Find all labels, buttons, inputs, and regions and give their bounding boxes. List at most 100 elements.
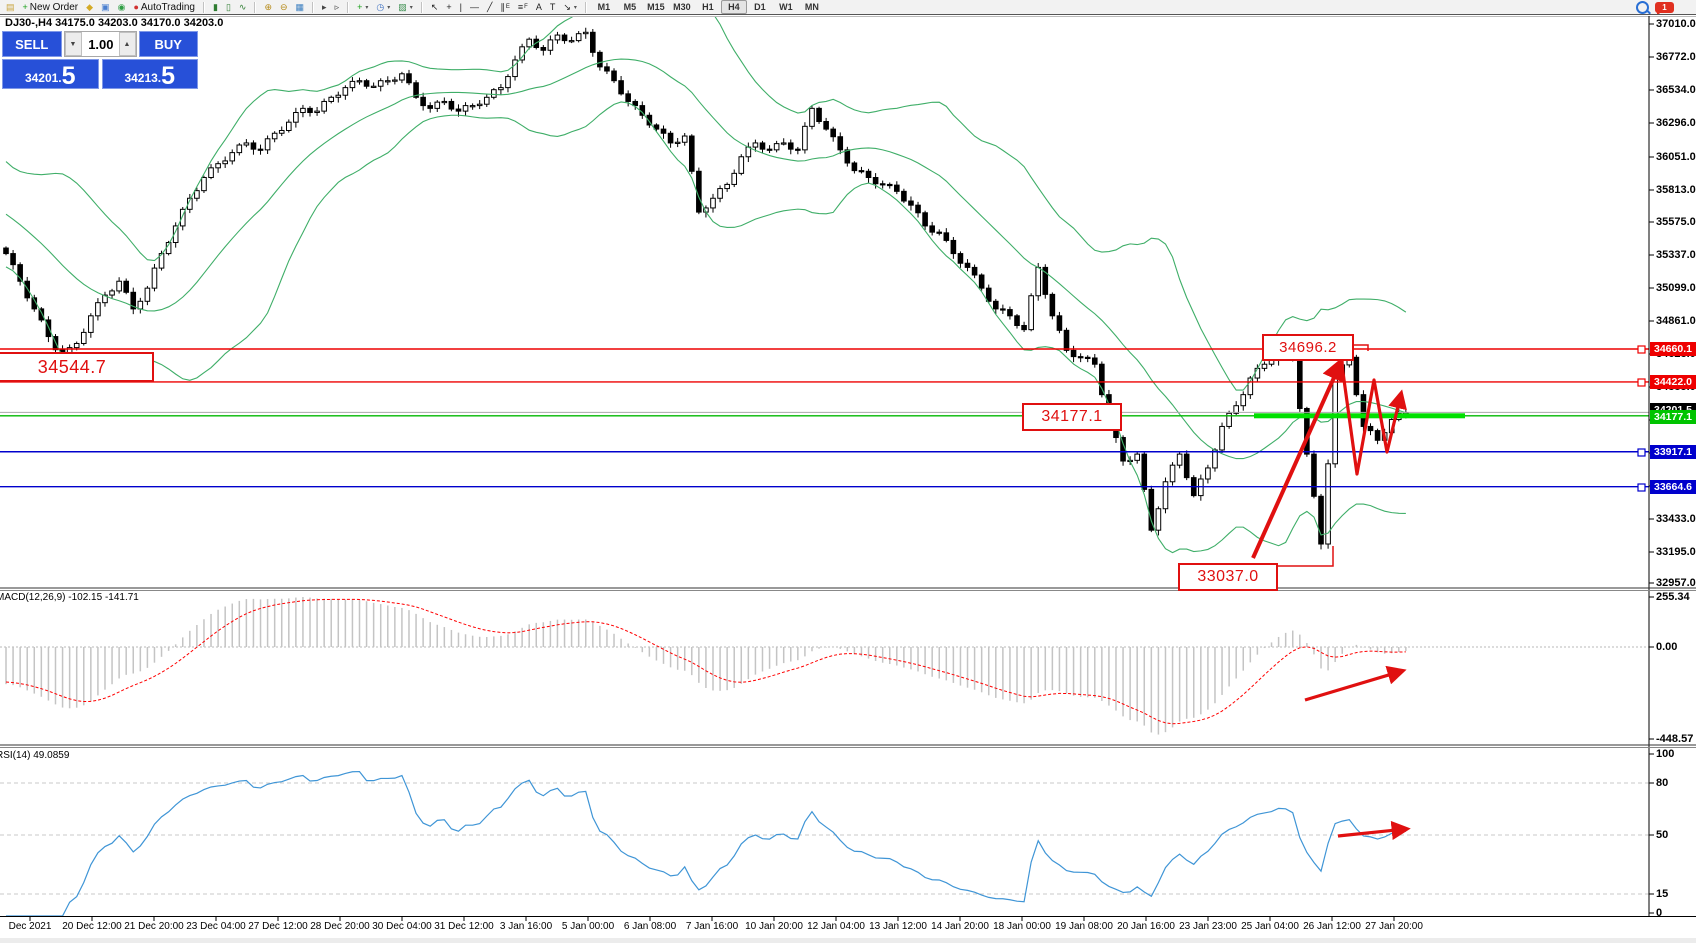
- axis-tick-label: 35099.0: [1656, 282, 1696, 294]
- arrows-icon[interactable]: ↘ ▾: [559, 0, 581, 14]
- time-axis-label: 25 Jan 04:00: [1241, 921, 1299, 932]
- time-axis-label: 3 Jan 16:00: [499, 921, 553, 932]
- time-axis-label: 5 Jan 00:00: [561, 921, 615, 932]
- price-callout[interactable]: 34544.7: [0, 352, 154, 382]
- period-menu-icon-caret[interactable]: ▾: [387, 4, 391, 11]
- candlestick-icon[interactable]: ▯: [222, 0, 235, 14]
- timeframe-button-w1[interactable]: W1: [779, 2, 793, 12]
- new-order-button[interactable]: + New Order: [19, 0, 83, 14]
- zoom-in-icon[interactable]: ⊕: [260, 0, 276, 14]
- toolbar-separator: [420, 1, 423, 13]
- time-axis-label: 10 Jan 20:00: [745, 921, 803, 932]
- axis-tick-label: 100: [1656, 748, 1675, 760]
- timeframe-button-h1[interactable]: H1: [702, 2, 714, 12]
- buy-button[interactable]: BUY: [138, 31, 198, 57]
- timeframe-button-m5[interactable]: M5: [623, 2, 637, 12]
- autotrading-button: ●: [133, 1, 139, 12]
- notification-badge[interactable]: 1: [1655, 1, 1674, 14]
- line-chart-icon[interactable]: ∿: [235, 0, 251, 14]
- horizontal-line-icon: ―: [469, 1, 479, 12]
- fibonacci-icon: ≡: [517, 1, 524, 12]
- toolbar: ▤ + New Order ◆ ▣ ◉ ● AutoTrading ▮ ▯ ∿ ⊕ ⊖ ▦ ▸ ▹ + ▾ ◷ ▾ ▨ ▾…: [0, 0, 1696, 14]
- time-axis-label: 23 Jan 23:00: [1179, 921, 1237, 932]
- template-icon[interactable]: ▨ ▾: [394, 0, 417, 14]
- time-axis-label: Dec 2021: [8, 921, 52, 932]
- timeframe-button-m30[interactable]: M30: [673, 2, 691, 12]
- tile-windows-icon[interactable]: ▦: [292, 0, 309, 14]
- buy-price-main: 34213.: [124, 71, 162, 85]
- time-axis-label: 20 Jan 16:00: [1117, 921, 1175, 932]
- trend-arrow-up[interactable]: [1251, 356, 1345, 559]
- channel-icon: ∥: [500, 1, 505, 12]
- time-axis-label: 14 Jan 20:00: [931, 921, 989, 932]
- toolbar-group-chart-type: ▮ ▯ ∿: [207, 0, 252, 14]
- terminal-icon[interactable]: ▣: [97, 0, 114, 14]
- axis-tick-label: 50: [1656, 829, 1669, 841]
- fibonacci-icon[interactable]: ≡ F: [514, 0, 532, 14]
- channel-icon[interactable]: ∥ E: [496, 0, 514, 14]
- sell-price[interactable]: 34201. 5: [2, 59, 99, 89]
- period-menu-icon: ◷: [376, 1, 385, 12]
- sell-price-pip: 5: [61, 61, 76, 90]
- axis-tick-label: 36534.0: [1656, 84, 1696, 96]
- toolbar-separator: [584, 1, 587, 13]
- window-resize-strip: [0, 938, 1696, 943]
- vertical-line-icon[interactable]: |: [456, 0, 466, 14]
- timeframe-button-d1[interactable]: D1: [754, 2, 766, 12]
- macd-arrow[interactable]: [1304, 665, 1407, 702]
- label-icon[interactable]: T: [546, 0, 560, 14]
- auto-scroll-icon[interactable]: ▸: [318, 0, 331, 14]
- axis-tick-label: 36051.0: [1656, 151, 1696, 163]
- axis-tick-label: 80: [1656, 777, 1669, 789]
- price-callout[interactable]: 34177.1: [1022, 403, 1122, 431]
- chart-title: DJ30-,H4 34175.0 34203.0 34170.0 34203.0: [5, 17, 224, 29]
- timeframe-button-m1[interactable]: M1: [597, 2, 611, 12]
- time-axis-label: 7 Jan 16:00: [685, 921, 739, 932]
- time-axis-label: 27 Jan 20:00: [1365, 921, 1423, 932]
- new-chart-icon[interactable]: ▤: [2, 0, 19, 14]
- toolbar-group-zoom: ⊕ ⊖ ▦: [258, 0, 310, 14]
- add-indicator-icon-caret[interactable]: ▾: [365, 4, 369, 11]
- crosshair-icon[interactable]: +: [442, 0, 455, 14]
- chart-shift-icon[interactable]: ▹: [331, 0, 344, 14]
- price-tag: 34177.1: [1650, 410, 1696, 424]
- volume-decrease-button[interactable]: ▼: [64, 32, 82, 56]
- timeframe-button-m15[interactable]: M15: [647, 2, 665, 12]
- axis-tick-label: 255.34: [1656, 591, 1690, 603]
- fibonacci-icon-sub: F: [524, 4, 528, 10]
- time-axis-label: 31 Dec 12:00: [434, 921, 494, 932]
- price-callout[interactable]: 34696.2: [1262, 334, 1354, 361]
- zoom-out-icon[interactable]: ⊖: [276, 0, 292, 14]
- axis-tick-label: 37010.0: [1656, 18, 1696, 30]
- template-icon-caret[interactable]: ▾: [409, 4, 413, 11]
- arrows-icon-caret[interactable]: ▾: [573, 4, 577, 11]
- timeframe-button-h4[interactable]: H4: [720, 0, 747, 14]
- trendline-icon[interactable]: ╱: [483, 0, 496, 14]
- axis-tick-label: 15: [1656, 888, 1669, 900]
- volume-increase-button[interactable]: ▲: [118, 32, 136, 56]
- search-icon[interactable]: [1636, 0, 1649, 14]
- buy-price[interactable]: 34213. 5: [101, 59, 198, 89]
- price-tag: 34422.0: [1650, 375, 1696, 389]
- volume-input[interactable]: [81, 32, 119, 56]
- ticker-icon[interactable]: ◆: [82, 0, 97, 14]
- autotrading-button-label: AutoTrading: [140, 1, 195, 13]
- rsi-arrow[interactable]: [1337, 820, 1411, 841]
- zigzag-arrow[interactable]: [1339, 357, 1407, 476]
- add-indicator-icon[interactable]: + ▾: [353, 0, 372, 14]
- signals-icon[interactable]: ◉: [114, 0, 130, 14]
- sell-button[interactable]: SELL: [2, 31, 62, 57]
- cursor-icon[interactable]: ↖: [427, 0, 443, 14]
- text-icon[interactable]: A: [532, 0, 546, 14]
- toolbar-separator: [202, 1, 205, 13]
- timeframe-button-mn[interactable]: MN: [804, 2, 819, 12]
- bar-chart-icon[interactable]: ▮: [209, 0, 222, 14]
- period-menu-icon[interactable]: ◷ ▾: [372, 0, 394, 14]
- axis-tick-label: 33195.0: [1656, 546, 1696, 558]
- price-tag: 33917.1: [1650, 445, 1696, 459]
- horizontal-line-icon[interactable]: ―: [466, 0, 483, 14]
- autotrading-button[interactable]: ● AutoTrading: [129, 0, 199, 14]
- time-axis-label: 26 Jan 12:00: [1303, 921, 1361, 932]
- price-callout[interactable]: 33037.0: [1178, 563, 1278, 591]
